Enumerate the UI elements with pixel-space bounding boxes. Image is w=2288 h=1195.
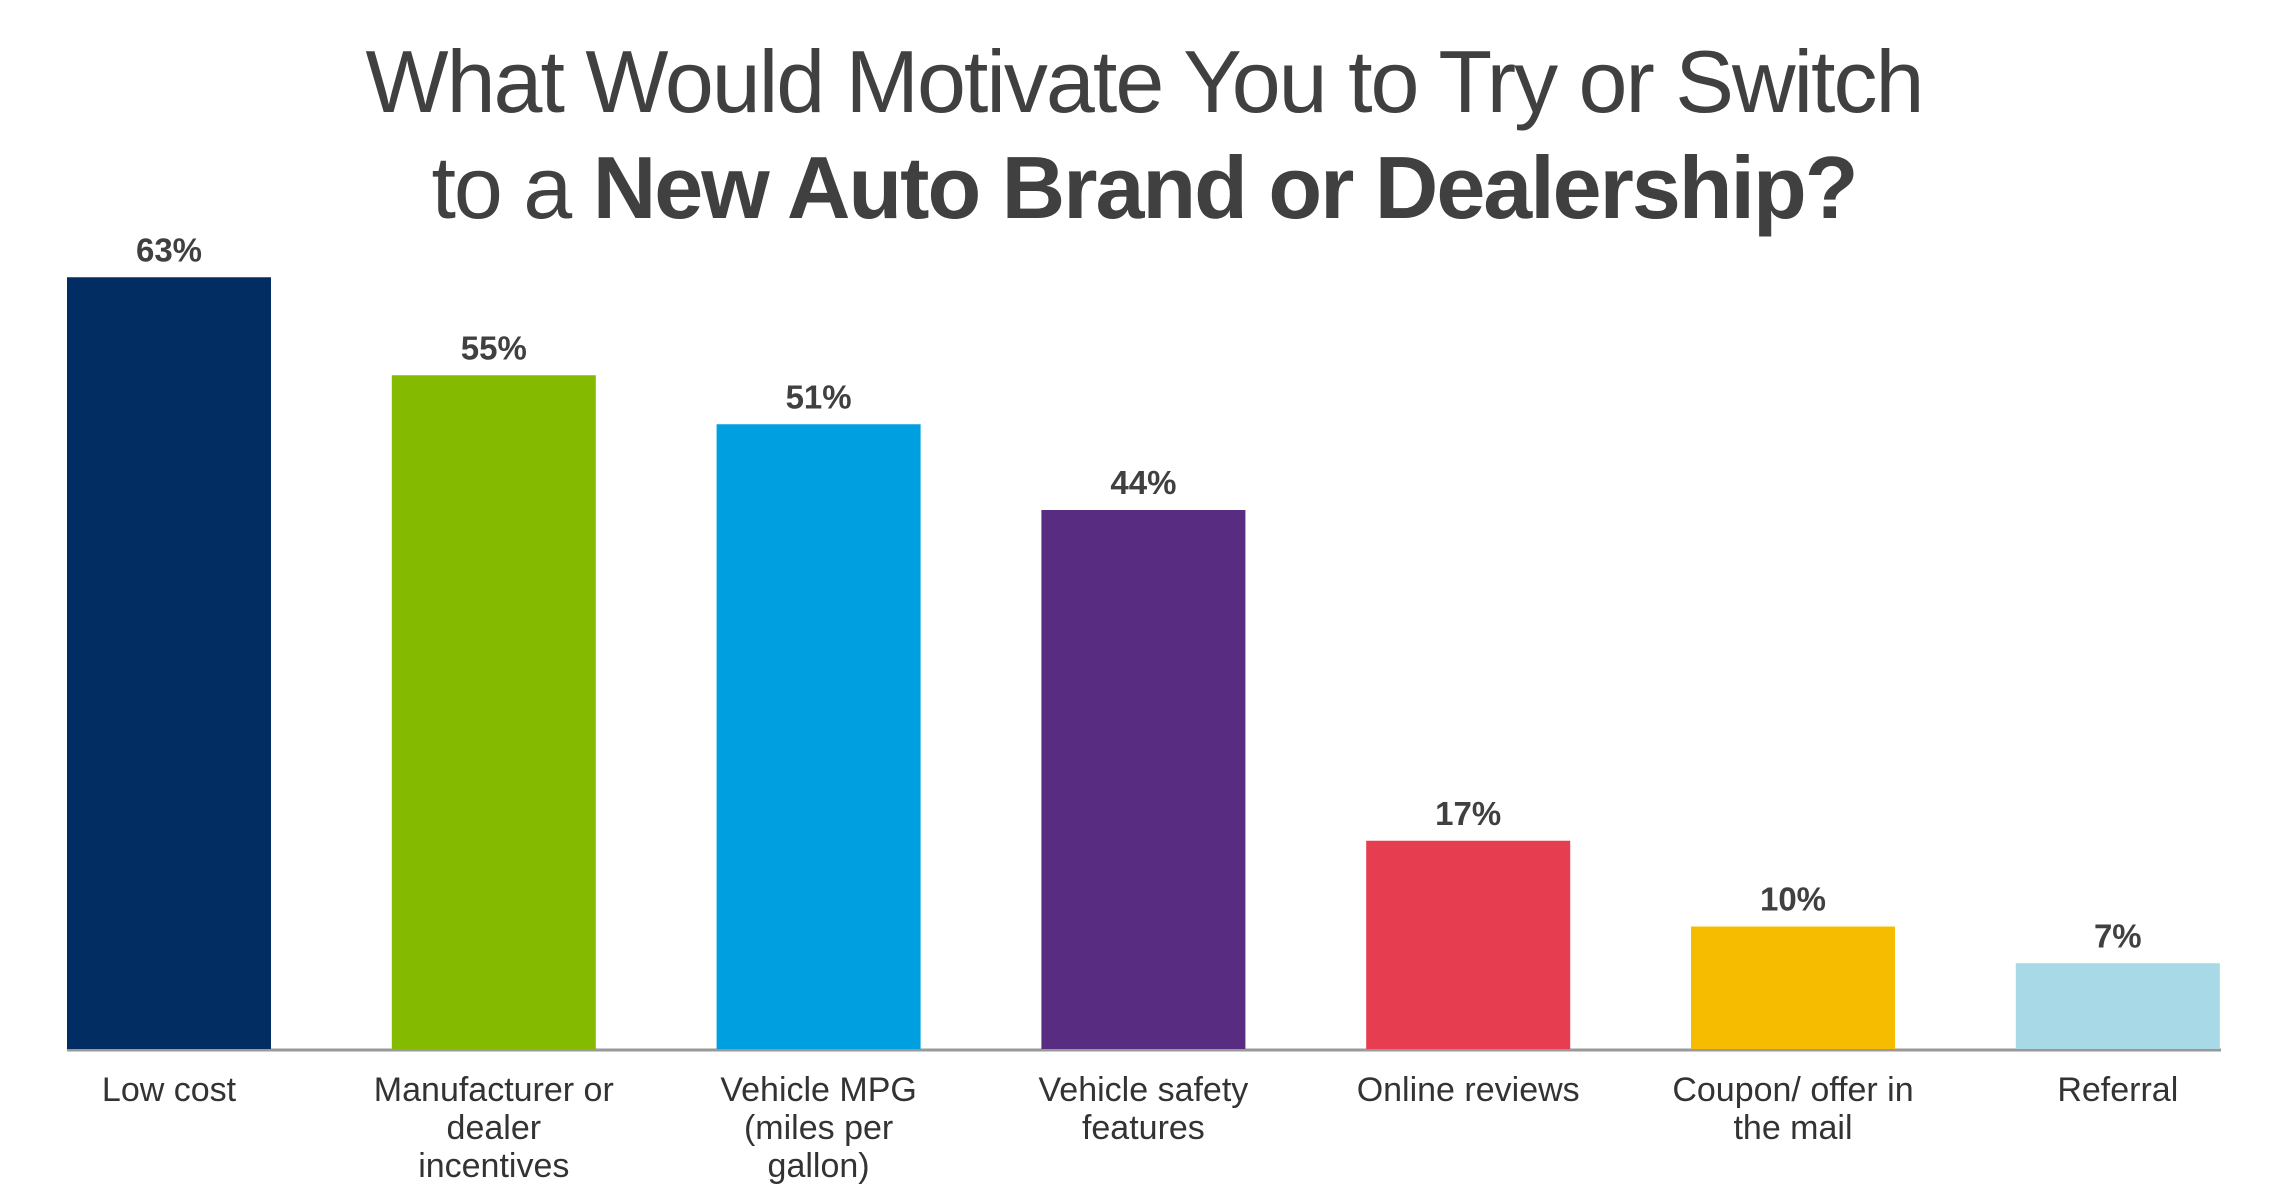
bar [67, 277, 271, 1049]
chart-title-line: What Would Motivate You to Try or Switch [366, 32, 1923, 131]
x-tick-label: Low cost [101, 1071, 237, 1109]
bar [391, 375, 596, 1049]
x-tick-label: Referral [2057, 1071, 2179, 1109]
value-label: 17% [1435, 795, 1501, 832]
bar [1366, 840, 1571, 1049]
value-label: 44% [1110, 464, 1176, 501]
value-label: 10% [1760, 881, 1826, 918]
bar [1041, 510, 1246, 1049]
bar [2015, 963, 2220, 1049]
value-label: 63% [136, 231, 202, 268]
chart-title-emphasis: New Auto Brand or Dealership? [593, 138, 1857, 237]
bar [1691, 926, 1895, 1049]
chart-title-part: to a [431, 138, 572, 237]
x-tick-label: Vehicle safety features [1038, 1071, 1249, 1147]
x-tick-label: Online reviews [1356, 1071, 1580, 1109]
x-tick-label: Manufacturer or dealer incentives [373, 1071, 614, 1185]
x-tick-label: Vehicle MPG (miles per gallon) [720, 1071, 917, 1185]
value-label: 55% [461, 329, 527, 366]
bar [716, 424, 921, 1049]
x-tick-label: Coupon/ offer in the mail [1672, 1071, 1914, 1147]
value-label: 7% [2094, 917, 2142, 954]
chart-title-line: to a New Auto Brand or Dealership? [431, 138, 1856, 237]
value-label: 51% [786, 378, 852, 415]
